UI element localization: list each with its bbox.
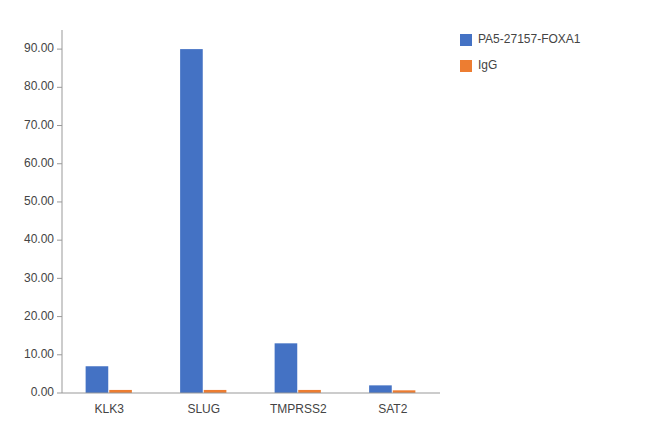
bar — [86, 366, 109, 393]
bar — [275, 343, 298, 393]
x-tick-label: SAT2 — [378, 402, 407, 416]
x-tick-label: KLK3 — [95, 402, 125, 416]
y-tick-label: 90.00 — [24, 41, 54, 55]
legend: PA5-27157-FOXA1 IgG — [460, 32, 581, 72]
y-tick-label: 30.00 — [24, 271, 54, 285]
y-tick — [57, 393, 62, 394]
bars — [86, 49, 416, 393]
legend-label: IgG — [478, 58, 497, 72]
y-tick-label: 60.00 — [24, 156, 54, 170]
y-tick-label: 20.00 — [24, 309, 54, 323]
y-tick — [57, 49, 62, 50]
y-tick — [57, 354, 62, 355]
chart-svg: 0.00 10.00 20.00 30.00 40.00 50.00 60.00 70.00 8… — [0, 0, 650, 443]
y-tick — [57, 201, 62, 202]
y-tick — [57, 87, 62, 88]
y-tick-label: 0.00 — [31, 385, 55, 399]
y-tick — [57, 278, 62, 279]
y-tick — [57, 240, 62, 241]
bar — [369, 385, 392, 393]
y-tick — [57, 163, 62, 164]
x-tick-label: SLUG — [187, 402, 220, 416]
x-tick-label: TMPRSS2 — [270, 402, 327, 416]
y-tick-label: 50.00 — [24, 194, 54, 208]
x-axis-line — [62, 393, 440, 394]
y-tick-label: 80.00 — [24, 79, 54, 93]
y-tick-label: 40.00 — [24, 232, 54, 246]
chart-container: 0.00 10.00 20.00 30.00 40.00 50.00 60.00 70.00 8… — [0, 0, 650, 443]
legend-swatch — [460, 34, 472, 46]
y-tick-label: 70.00 — [24, 118, 54, 132]
y-tick — [57, 316, 62, 317]
y-tick-label: 10.00 — [24, 347, 54, 361]
legend-swatch — [460, 60, 472, 72]
bar — [180, 49, 203, 393]
y-tick — [57, 125, 62, 126]
legend-label: PA5-27157-FOXA1 — [478, 32, 581, 46]
page: {"chart_data": {"type": "bar", "categori… — [0, 0, 650, 443]
plot: 0.00 10.00 20.00 30.00 40.00 50.00 60.00 70.00 8… — [24, 30, 440, 416]
y-axis-line — [62, 30, 63, 393]
